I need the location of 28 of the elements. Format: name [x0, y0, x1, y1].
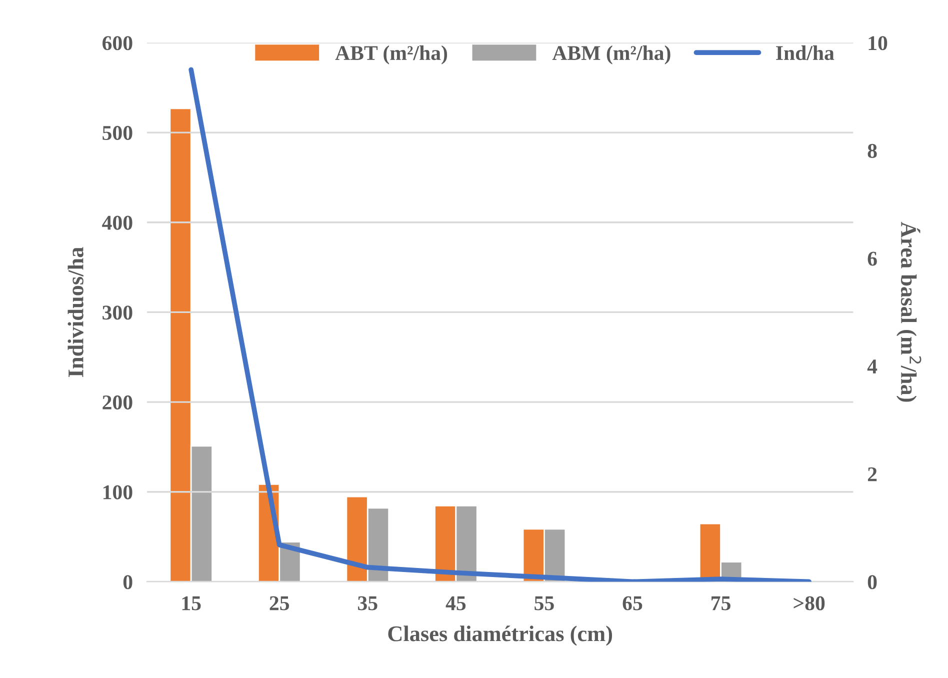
y-tick-label: 100: [103, 485, 132, 500]
y-tick-label: 600: [102, 36, 132, 50]
x-axis-title: Clases diamétricas (cm): [388, 626, 612, 646]
legend-label: ABM (m²/ha): [552, 45, 670, 64]
y2-tick-label: 4: [867, 360, 878, 374]
y2-axis-title: Área basal (m$^{2}$/ha): [896, 222, 922, 402]
legend-label: ABT (m²/ha): [335, 45, 448, 64]
x-tick-label: 35: [358, 596, 378, 610]
y2-tick-label: 8: [868, 144, 877, 158]
x-tick-label: 75: [712, 596, 730, 610]
y-tick-label: 500: [102, 126, 132, 140]
x-tick-label: 25: [270, 596, 290, 610]
y-tick-label: 0: [123, 575, 132, 590]
x-tick-label: 55: [534, 596, 554, 610]
y2-tick-label: 10: [868, 36, 888, 50]
x-tick-label: 15: [182, 596, 201, 610]
legend-label: Ind/ha: [776, 45, 834, 60]
y2-tick-label: 6: [868, 252, 877, 266]
x-tick-label: 45: [446, 596, 466, 610]
line-series: [188, 67, 812, 582]
y-tick-label: 300: [102, 306, 132, 320]
y-axis-title: Individuos/ha: [68, 247, 84, 377]
y2-tick-label: 2: [868, 467, 877, 482]
y2-tick-label: 0: [868, 575, 877, 590]
y-tick-label: 200: [102, 395, 132, 410]
x-tick-label: >80: [794, 596, 825, 610]
x-tick-label: 65: [622, 596, 642, 610]
y-tick-label: 400: [102, 216, 132, 230]
